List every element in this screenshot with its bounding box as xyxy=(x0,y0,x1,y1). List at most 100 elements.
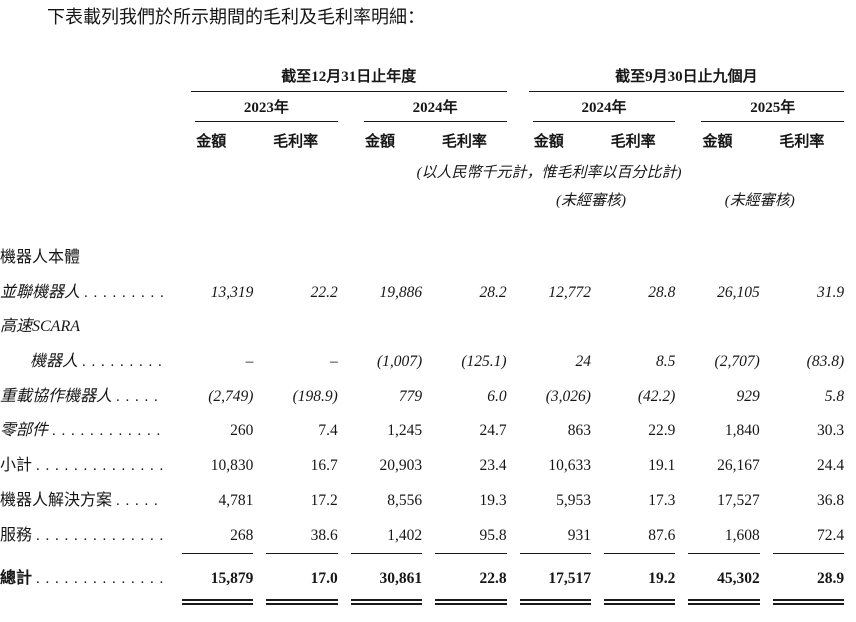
value-cell: 22.9 xyxy=(648,422,676,440)
unaudited-row: (未經審核) (未經審核) xyxy=(0,192,856,210)
amount-header: 金額 xyxy=(364,134,395,150)
value-cell: 17.0 xyxy=(266,559,338,606)
value-cell: 7.4 xyxy=(318,422,338,440)
value-cell: – xyxy=(330,353,338,371)
value-cell: (83.8) xyxy=(806,353,845,371)
value-cell: (198.9) xyxy=(292,387,338,405)
value-cell: 10,633 xyxy=(548,457,591,475)
leader-dots xyxy=(36,519,164,554)
row-parallel-robots: 並聯機器人 13,319 22.2 19,886 28.2 12,772 28.… xyxy=(0,276,856,311)
value-cell: 22.8 xyxy=(435,559,507,606)
value-cell: 87.6 xyxy=(603,519,676,555)
row-label-cell: 總計 xyxy=(0,559,169,599)
value-cell: 17,527 xyxy=(717,491,760,509)
row-label-cell: 零部件 xyxy=(0,414,169,449)
unit-note: (以人民幣千元計，惟毛利率以百分比計) xyxy=(416,165,682,181)
value-cell: 19.3 xyxy=(479,491,507,509)
year-header-row: 2023年 2024年 2024年 2025年 xyxy=(0,99,856,122)
amount-header: 金額 xyxy=(702,134,733,150)
row-scara-robots-continued: 機器人 – – (1,007) (125.1) 24 8.5 (2,707) (… xyxy=(0,345,856,380)
value-cell: 23.4 xyxy=(479,457,507,475)
row-heavy-duty-collaborative-robots: 重載協作機器人 (2,749) (198.9) 779 6.0 (3,026) … xyxy=(0,380,856,415)
value-cell: 931 xyxy=(519,519,591,555)
value-cell: 17,517 xyxy=(519,559,591,606)
row-label: 機器人本體 xyxy=(0,249,81,266)
value-cell: 6.0 xyxy=(487,387,507,405)
value-cell: 28.8 xyxy=(648,283,676,301)
value-cell: (125.1) xyxy=(461,353,507,371)
row-label: 小計 xyxy=(0,457,33,475)
value-cell: 24 xyxy=(575,353,591,371)
value-cell: 45,302 xyxy=(688,559,760,606)
unaudited-note: (未經審核) xyxy=(555,193,626,209)
value-cell: 17.2 xyxy=(310,491,338,509)
row-label: 機器人 xyxy=(30,353,79,371)
header-spacer xyxy=(0,164,169,182)
year-header-2024: 2024年 xyxy=(363,99,507,122)
year-header-2024-9m: 2024年 xyxy=(532,99,676,122)
amount-header: 金額 xyxy=(533,134,564,150)
value-cell: 36.8 xyxy=(817,491,845,509)
value-cell: 260 xyxy=(230,422,254,440)
value-cell: 30.3 xyxy=(817,422,845,440)
value-cell: 24.7 xyxy=(479,422,507,440)
row-label-cell: 小計 xyxy=(0,449,169,484)
header-spacer xyxy=(0,133,169,151)
row-robot-solutions: 機器人解決方案 4,781 17.2 8,556 19.3 5,953 17.3… xyxy=(0,484,856,519)
row-robot-units-heading: 機器人本體 xyxy=(0,241,856,276)
value-cell: 16.7 xyxy=(310,457,338,475)
value-cell: 1,608 xyxy=(688,519,760,555)
row-label: 機器人解決方案 xyxy=(0,491,113,509)
value-cell: – xyxy=(245,353,254,371)
value-cell: 28.9 xyxy=(772,559,845,606)
leader-dots xyxy=(52,414,164,449)
value-cell: 72.4 xyxy=(772,519,845,555)
value-cell: 19,886 xyxy=(379,283,423,301)
row-label: 總計 xyxy=(0,570,33,588)
row-label-cell: 服務 xyxy=(0,519,169,554)
row-label-cell: 高速SCARA xyxy=(0,310,169,345)
value-cell: 26,105 xyxy=(717,283,760,301)
value-cell: 863 xyxy=(567,422,591,440)
value-cell: 38.6 xyxy=(266,519,338,555)
value-cell: 20,903 xyxy=(379,457,423,475)
row-parts: 零部件 260 7.4 1,245 24.7 863 22.9 1,840 30… xyxy=(0,414,856,449)
row-label: 高速SCARA xyxy=(0,318,80,336)
value-cell: (1,007) xyxy=(376,353,423,371)
value-cell: 4,781 xyxy=(218,491,254,509)
value-cell: 22.2 xyxy=(310,283,338,301)
value-cell: 12,772 xyxy=(548,283,591,301)
value-cell: 31.9 xyxy=(817,283,845,301)
leader-dots xyxy=(84,276,164,311)
value-cell: 8,556 xyxy=(387,491,423,509)
row-label-cell: 機器人本體 xyxy=(0,241,169,276)
value-cell: (2,707) xyxy=(714,353,760,371)
leader-dots xyxy=(116,484,164,519)
year-header-2023: 2023年 xyxy=(195,99,338,122)
value-cell: 10,830 xyxy=(210,457,254,475)
value-cell: 5,953 xyxy=(556,491,591,509)
row-label-cell: 機器人 xyxy=(0,345,169,380)
value-cell: 5.8 xyxy=(824,387,845,405)
unaudited-note: (未經審核) xyxy=(724,193,795,209)
unit-note-row: (以人民幣千元計，惟毛利率以百分比計) xyxy=(0,164,856,182)
sub-header-row: 金額 毛利率 金額 毛利率 金額 毛利率 金額 毛利率 xyxy=(0,133,856,151)
value-cell: 1,840 xyxy=(724,422,760,440)
leader-dots xyxy=(36,449,164,484)
value-cell: 929 xyxy=(736,387,760,405)
margin-header: 毛利率 xyxy=(779,134,825,150)
margin-header: 毛利率 xyxy=(610,134,656,150)
row-services: 服務 268 38.6 1,402 95.8 931 87.6 1,608 72… xyxy=(0,519,856,555)
value-cell: 24.4 xyxy=(817,457,845,475)
gross-profit-table: 截至12月31日止年度 截至9月30日止九個月 2023年 2024年 2024… xyxy=(0,68,856,606)
period-group-row: 截至12月31日止年度 截至9月30日止九個月 xyxy=(0,68,856,92)
value-cell: 19.1 xyxy=(648,457,676,475)
row-label: 重載協作機器人 xyxy=(0,387,113,405)
leader-dots xyxy=(82,345,164,380)
row-label: 並聯機器人 xyxy=(0,283,81,301)
value-cell: 1,245 xyxy=(387,422,423,440)
value-cell: 95.8 xyxy=(435,519,507,555)
row-subtotal: 小計 10,830 16.7 20,903 23.4 10,633 19.1 2… xyxy=(0,449,856,484)
row-label: 零部件 xyxy=(0,422,49,440)
